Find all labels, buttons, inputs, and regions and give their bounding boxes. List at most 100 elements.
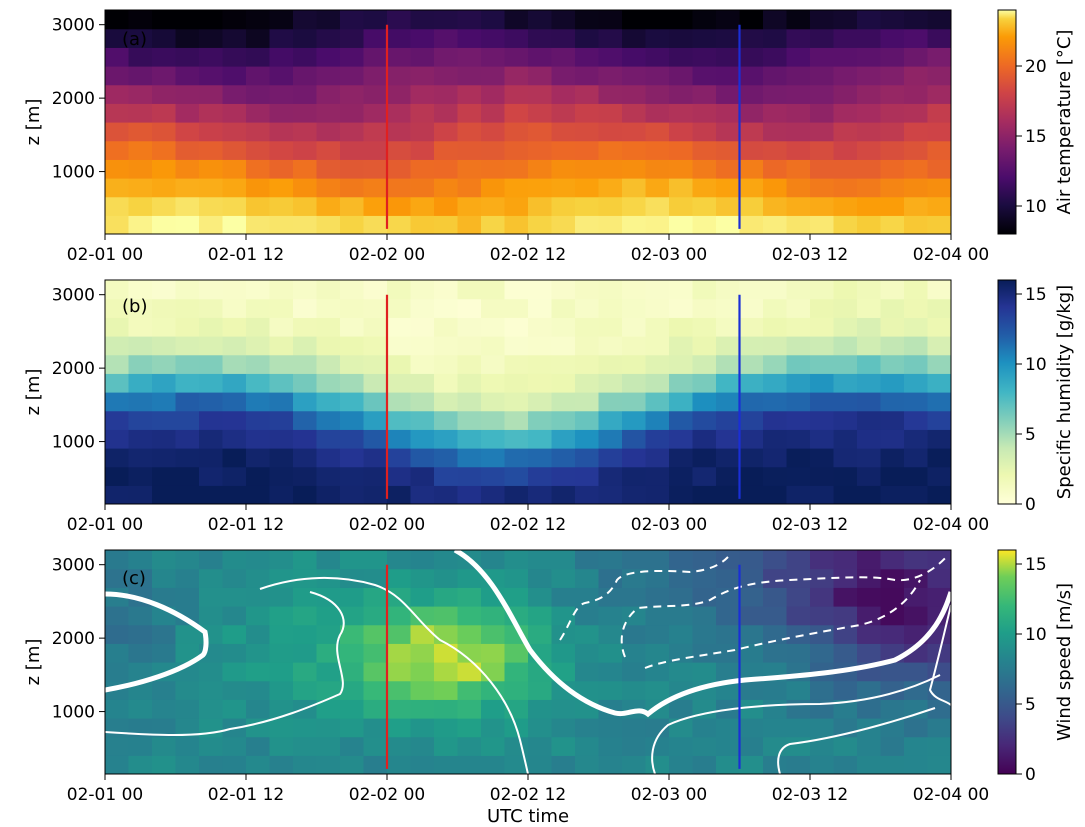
heatmap-cell [598,196,623,216]
heatmap-cell [316,47,341,67]
heatmap-cell [857,680,882,700]
heatmap-cell [199,662,224,682]
heatmap-cell [551,699,576,719]
heatmap-cell [622,47,647,67]
heatmap-cell [551,28,576,48]
heatmap-cell [786,392,811,412]
heatmap-cell [857,159,882,179]
heatmap-cell [316,606,341,626]
heatmap-cell [246,662,271,682]
heatmap-cell [481,140,506,160]
panel-label-a: (a) [122,29,147,50]
heatmap-cell [904,736,929,756]
heatmap-cell [316,10,341,30]
heatmap-cell [481,662,506,682]
heatmap-cell [199,159,224,179]
x-ticks-b: 02-01 00 02-01 12 02-02 00 02-02 12 02-03 00… [67,504,989,535]
heatmap-cell [410,28,435,48]
heatmap-cell [246,624,271,644]
heatmap-cell [363,103,388,123]
heatmap-cell [622,28,647,48]
heatmap-cell [199,699,224,719]
heatmap-cell [481,47,506,67]
heatmap-cell [575,568,600,588]
heatmap-cell [763,103,788,123]
heatmap-cell [434,448,459,468]
heatmap-cell [763,84,788,104]
heatmap-cell [504,10,529,30]
heatmap-cell [457,568,482,588]
heatmap-cell [175,568,200,588]
heatmap-cell [316,28,341,48]
heatmap-cell [128,448,153,468]
heatmap-cell [481,410,506,430]
heatmap-cell [575,624,600,644]
heatmap-cell [175,587,200,607]
heatmap-cell [175,215,200,234]
heatmap-cell [833,336,858,356]
heatmap-cell [810,448,835,468]
heatmap-cell [528,28,553,48]
heatmap-cell [622,485,647,504]
heatmap-cell [551,336,576,356]
heatmap-cell [622,10,647,30]
heatmap-cell [927,699,951,719]
heatmap-cell [716,298,741,318]
heatmap-cell [481,755,506,774]
heatmap-cell [246,47,271,67]
heatmap-cell [551,196,576,216]
heatmap-cell [645,392,670,412]
heatmap-cell [763,466,788,486]
heatmap-cell [481,392,506,412]
heatmap-cell [786,624,811,644]
heatmap-cell [434,662,459,682]
heatmap-cell [222,66,247,86]
markers-c [385,564,741,769]
heatmap-cell [880,755,905,774]
heatmap-cell [387,680,412,700]
heatmap-cell [293,587,318,607]
heatmap-cell [269,680,294,700]
colorbar-tick-label: 20 [1025,57,1047,77]
heatmap-cell [880,178,905,198]
heatmap-cell [645,28,670,48]
heatmap-cell [904,336,929,356]
heatmap-cell [669,485,694,504]
heatmap-cell [786,429,811,449]
heatmap-cell [481,373,506,393]
heatmap-cell [528,317,553,337]
heatmap-cell [222,755,247,774]
heatmap-cell [105,429,130,449]
heatmap-cell [786,466,811,486]
heatmap-cell [128,755,153,774]
heatmap-cell [387,215,412,234]
heatmap-cell [175,298,200,318]
heatmap-cell [387,466,412,486]
heatmap-cell [316,643,341,663]
heatmap-cell [152,103,177,123]
x-tick-label: 02-03 12 [772,785,848,805]
heatmap-cell [927,28,951,48]
heatmap-cell [810,392,835,412]
heatmap-cell [669,336,694,356]
heatmap-cell [622,624,647,644]
heatmap-cell [481,84,506,104]
y-tick-label: 3000 [52,556,95,576]
heatmap-cell [363,373,388,393]
heatmap-cell [199,298,224,318]
heatmap-cell [269,643,294,663]
heatmap-cell [316,336,341,356]
heatmap-cell [857,103,882,123]
heatmap-cell [199,410,224,430]
heatmap-cell [763,755,788,774]
heatmap-cell [927,718,951,738]
heatmap-cell [152,196,177,216]
heatmap-cell [716,550,741,570]
heatmap-cell [293,298,318,318]
heatmap-cell [927,317,951,337]
heatmap-cell [904,196,929,216]
heatmap-cell [786,10,811,30]
heatmap-cell [857,429,882,449]
heatmap-cell [645,448,670,468]
heatmap-cell [199,140,224,160]
